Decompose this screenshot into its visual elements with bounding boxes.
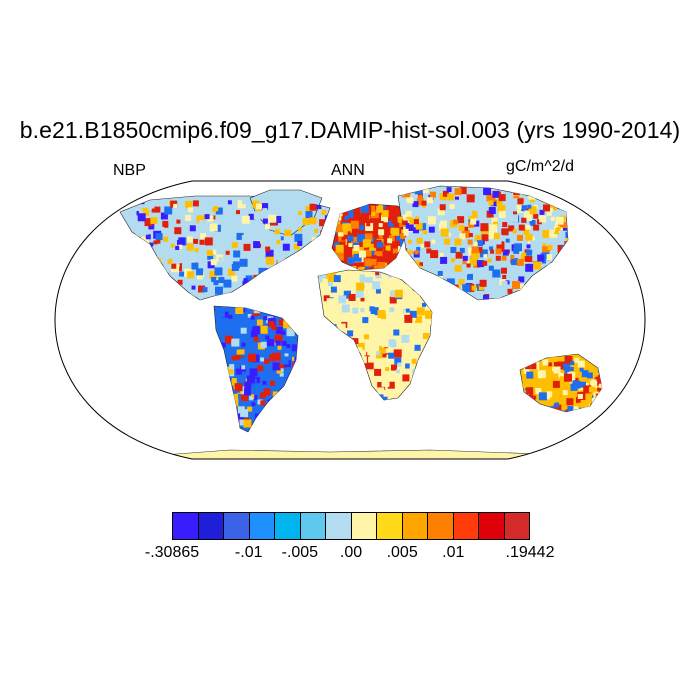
colorbar-tick-label: .01 xyxy=(442,544,465,561)
colorbar-swatch xyxy=(173,513,199,539)
map-boundary xyxy=(54,180,646,460)
colorbar-swatch xyxy=(300,513,326,539)
colorbar-tick-label: -.01 xyxy=(234,544,263,561)
colorbar-swatch xyxy=(479,513,505,539)
colorbar-tick-label: -.30865 xyxy=(144,544,200,561)
colorbar-swatch xyxy=(504,513,529,539)
colorbar-swatch xyxy=(224,513,250,539)
colorbar-swatch xyxy=(453,513,479,539)
antarctica xyxy=(149,449,549,459)
colorbar-swatch xyxy=(351,513,377,539)
colorbar xyxy=(172,512,530,540)
units-label: gC/m^2/d xyxy=(506,158,574,175)
colorbar-tick-label: -.005 xyxy=(281,544,319,561)
colorbar-swatch xyxy=(198,513,224,539)
variable-label: NBP xyxy=(113,162,146,179)
figure-title: b.e21.B1850cmip6.f09_g17.DAMIP-hist-sol.… xyxy=(19,117,681,143)
colorbar-tick-label: .005 xyxy=(386,544,418,561)
colorbar-swatch xyxy=(326,513,352,539)
colorbar-tick-label: .00 xyxy=(339,544,363,561)
colorbar-swatch xyxy=(377,513,403,539)
map-land-layer xyxy=(119,185,603,459)
colorbar-swatch xyxy=(275,513,301,539)
colorbar-swatch xyxy=(428,513,454,539)
season-label: ANN xyxy=(331,162,365,179)
colorbar-swatch xyxy=(249,513,275,539)
colorbar-swatch xyxy=(402,513,428,539)
colorbar-tick-label: .19442 xyxy=(505,544,555,561)
